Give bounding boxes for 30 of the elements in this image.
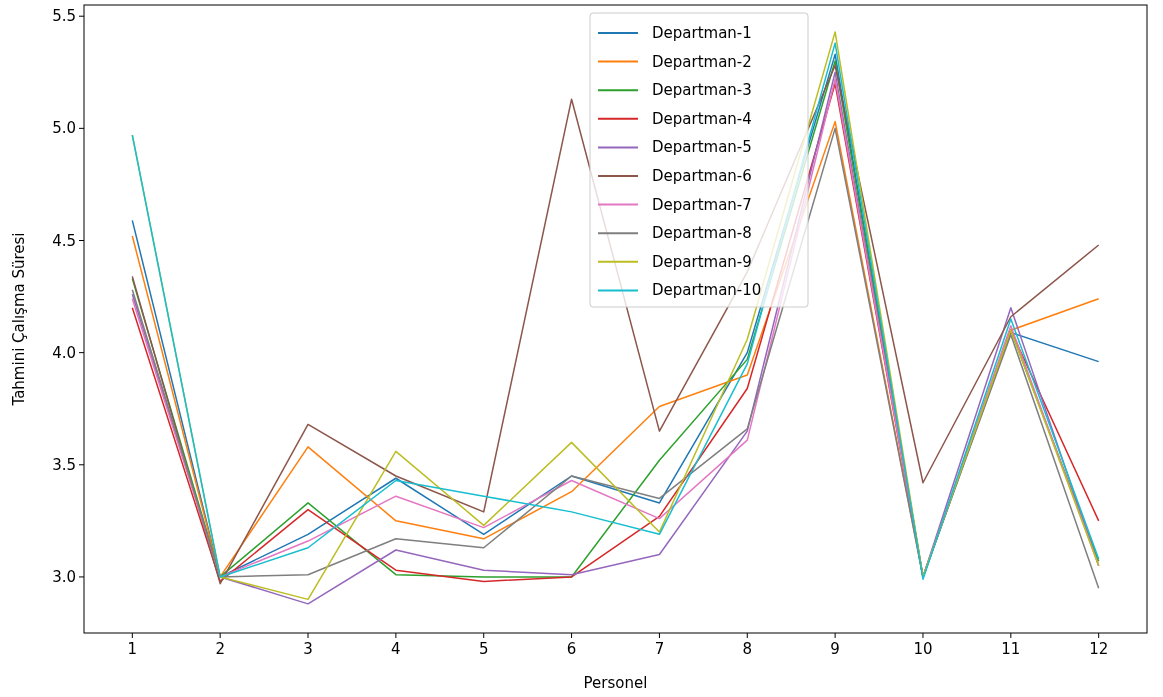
legend-label: Departman-10	[652, 281, 762, 300]
x-tick-label: 8	[742, 640, 753, 658]
y-tick-label: 3.0	[52, 567, 76, 586]
x-tick-label: 12	[1089, 640, 1109, 658]
x-tick-label: 6	[566, 640, 577, 658]
legend-label: Departman-8	[652, 224, 752, 243]
x-tick-label: 4	[391, 640, 401, 658]
x-tick-label: 7	[654, 640, 665, 658]
x-tick-label: 1	[127, 640, 138, 658]
y-tick-label: 4.5	[52, 231, 76, 250]
legend-label: Departman-9	[652, 252, 752, 271]
legend-label: Departman-6	[652, 167, 752, 185]
x-tick-label: 3	[303, 640, 313, 658]
y-tick-label: 4.0	[52, 343, 76, 362]
y-tick-label: 5.0	[52, 119, 76, 138]
x-axis-title: Personel	[583, 674, 648, 692]
x-tick-label: 9	[830, 640, 840, 658]
legend-label: Departman-4	[652, 109, 752, 128]
legend-label: Departman-2	[652, 52, 752, 71]
legend-label: Departman-3	[652, 81, 752, 100]
x-tick-label: 11	[1001, 640, 1021, 658]
legend-label: Departman-1	[652, 24, 752, 42]
x-tick-label: 10	[913, 640, 933, 658]
y-tick-label: 5.5	[52, 7, 76, 26]
y-tick-label: 3.5	[52, 455, 76, 474]
legend-label: Departman-7	[652, 195, 752, 214]
x-tick-label: 5	[478, 640, 489, 658]
x-tick-label: 2	[215, 640, 225, 658]
legend-label: Departman-5	[652, 138, 752, 157]
y-axis-title: Tahmini Çalışma Süresi	[10, 232, 28, 407]
